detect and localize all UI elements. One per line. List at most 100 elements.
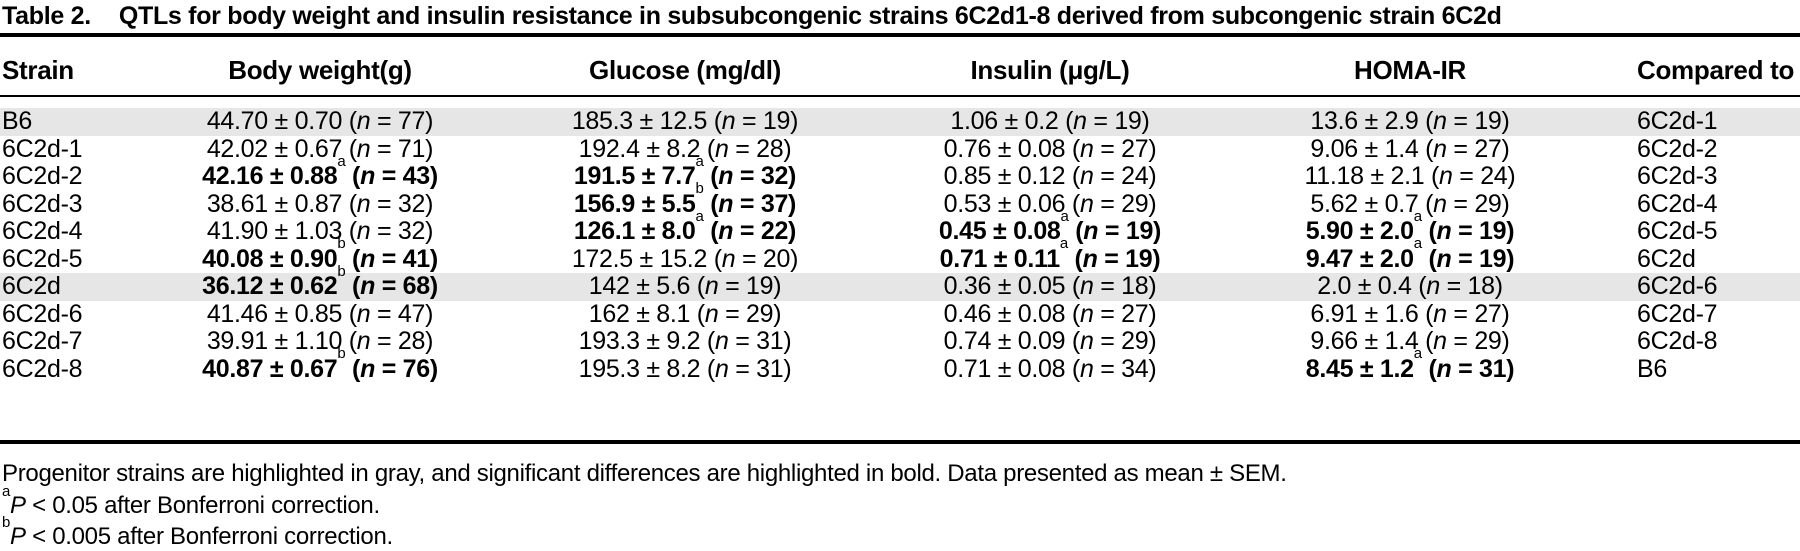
n-variable: n (1079, 189, 1094, 218)
n-variable: n (714, 134, 729, 163)
cell-compared-to: B6 (1637, 354, 1667, 383)
footnote-marker: a (2, 483, 11, 500)
n-variable: n (718, 162, 734, 191)
n-variable: n (721, 107, 736, 136)
cell-insulin: 0.53 ± 0.06 (n = 29) (943, 189, 1157, 218)
table-row: 6C2d-4 41.90 ± 1.03 (n = 32) 126.1 ± 8.0a … (0, 207, 1800, 246)
cell-insulin: 0.71 ± 0.11a (n = 19) (939, 235, 1161, 273)
footnote-variable: P (10, 492, 26, 519)
column-header-compared-to: Compared to (1637, 55, 1795, 85)
significance-superscript: b (337, 262, 346, 280)
cell-strain: 6C2d-6 (2, 299, 83, 328)
cell-strain: 6C2d-7 (2, 327, 83, 356)
cell-compared-to: 6C2d-6 (1637, 272, 1718, 301)
n-variable: n (1079, 134, 1094, 163)
cell-strain: 6C2d (2, 272, 61, 301)
cell-body-weight: 40.08 ± 0.90b (n = 41) (202, 235, 438, 273)
cell-homa-ir: 2.0 ± 0.4 (n = 18) (1317, 272, 1503, 301)
cell-compared-to: 6C2d-1 (1637, 107, 1718, 136)
n-variable: n (1073, 107, 1087, 136)
cell-glucose: 162 ± 8.1 (n = 29) (588, 299, 782, 328)
significance-superscript: a (1413, 345, 1422, 363)
cell-glucose: 126.1 ± 8.0a (n = 22) (573, 207, 797, 246)
table-number-label: Table 2. (2, 2, 91, 30)
cell-glucose: 142 ± 5.6 (n = 19) (588, 272, 782, 301)
cell-strain: 6C2d-1 (2, 134, 83, 163)
cell-homa-ir: 9.66 ± 1.4 (n = 29) (1310, 327, 1510, 356)
n-variable: n (1079, 354, 1094, 383)
significance-superscript: a (1060, 207, 1069, 225)
cell-body-weight: 40.87 ± 0.67b (n = 76) (202, 345, 438, 383)
n-variable: n (360, 244, 376, 273)
cell-body-weight: 41.46 ± 0.85 (n = 47) (206, 299, 434, 328)
bottom-rule (0, 440, 1800, 444)
n-variable: n (1083, 217, 1099, 246)
cell-body-weight: 39.91 ± 1.10 (n = 28) (206, 327, 434, 356)
cell-compared-to: 6C2d-5 (1637, 217, 1718, 246)
n-variable: n (1079, 272, 1094, 301)
n-variable: n (718, 189, 734, 218)
cell-compared-to: 6C2d-2 (1637, 134, 1718, 163)
cell-body-weight: 36.12 ± 0.62b (n = 68) (202, 262, 438, 301)
cell-homa-ir: 9.47 ± 2.0a (n = 19) (1305, 235, 1515, 273)
cell-compared-to: 6C2d-3 (1637, 162, 1718, 191)
cell-glucose: 191.5 ± 7.7a (n = 32) (573, 152, 797, 191)
significance-superscript: a (337, 152, 346, 170)
n-variable: n (704, 299, 719, 328)
cell-strain: 6C2d-5 (2, 244, 83, 273)
cell-body-weight: 42.02 ± 0.67 (n = 71) (206, 134, 434, 163)
table-header-row: Strain Body weight(g) Glucose (mg/dl) In… (0, 46, 1800, 90)
cell-insulin: 0.45 ± 0.08a (n = 19) (938, 207, 1162, 246)
n-variable: n (360, 354, 376, 383)
n-variable: n (356, 107, 371, 136)
table-row: 6C2d-8 40.87 ± 0.67b (n = 76) 195.3 ± 8.2 … (0, 345, 1800, 384)
n-variable: n (356, 327, 371, 356)
cell-insulin: 0.85 ± 0.12 (n = 24) (943, 162, 1157, 191)
cell-strain: 6C2d-2 (2, 162, 83, 191)
table-title: Table 2. QTLs for body weight and insulin… (2, 2, 1800, 31)
cell-glucose: 195.3 ± 8.2 (n = 31) (578, 354, 792, 383)
n-variable: n (360, 272, 376, 301)
n-variable: n (714, 354, 729, 383)
cell-body-weight: 42.16 ± 0.88a (n = 43) (202, 152, 438, 191)
table-row: 6C2d-2 42.16 ± 0.88a (n = 43) 191.5 ± 7.7a… (0, 152, 1800, 191)
footnote-text: Progenitor strains are highlighted in gr… (2, 460, 1287, 487)
significance-superscript: b (695, 180, 704, 198)
cell-insulin: 0.36 ± 0.05 (n = 18) (943, 272, 1157, 301)
table-body: B6 44.70 ± 0.70 (n = 77) 185.3 ± 12.5 (n =… (0, 108, 1800, 383)
cell-body-weight: 44.70 ± 0.70 (n = 77) (206, 107, 434, 136)
significance-superscript: b (337, 235, 346, 253)
n-variable: n (356, 217, 371, 246)
cell-strain: 6C2d-4 (2, 217, 83, 246)
n-variable: n (718, 217, 734, 246)
table-row: 6C2d-1 42.02 ± 0.67 (n = 71) 192.4 ± 8.2 (… (0, 134, 1800, 164)
n-variable: n (1436, 244, 1452, 273)
footnote-marker: b (2, 514, 11, 531)
n-variable: n (1436, 354, 1452, 383)
cell-glucose: 172.5 ± 15.2 (n = 20) (571, 244, 799, 273)
table-title-text: QTLs for body weight and insulin resista… (118, 2, 1502, 30)
cell-compared-to: 6C2d-7 (1637, 299, 1718, 328)
cell-insulin: 1.06 ± 0.2 (n = 19) (950, 107, 1150, 136)
significance-superscript: a (1413, 207, 1422, 225)
significance-superscript: a (695, 207, 704, 225)
n-variable: n (1079, 299, 1094, 328)
column-header-body-weight: Body weight(g) (228, 55, 412, 85)
cell-insulin: 0.46 ± 0.08 (n = 27) (943, 299, 1157, 328)
table-row: 6C2d-5 40.08 ± 0.90b (n = 41) 172.5 ± 15.2… (0, 235, 1800, 274)
n-variable: n (1433, 189, 1447, 218)
n-variable: n (704, 272, 719, 301)
footnote-text: < 0.005 after Bonferroni correction. (25, 523, 393, 550)
cell-glucose: 192.4 ± 8.2 (n = 28) (578, 134, 792, 163)
cell-homa-ir: 5.62 ± 0.7 (n = 29) (1310, 189, 1510, 218)
footnote-text: < 0.05 after Bonferroni correction. (25, 492, 380, 519)
top-rule (0, 33, 1800, 37)
table-row: 6C2d 36.12 ± 0.62b (n = 68) 142 ± 5.6 (n =… (0, 262, 1800, 301)
cell-homa-ir: 5.90 ± 2.0a (n = 19) (1305, 207, 1515, 246)
cell-glucose: 156.9 ± 5.5b (n = 37) (573, 180, 797, 218)
cell-strain: 6C2d-3 (2, 189, 83, 218)
footnote-general: Progenitor strains are highlighted in gr… (2, 460, 1287, 488)
column-header-strain: Strain (2, 55, 74, 85)
cell-homa-ir: 9.06 ± 1.4 (n = 27) (1310, 134, 1510, 163)
n-variable: n (1439, 162, 1453, 191)
